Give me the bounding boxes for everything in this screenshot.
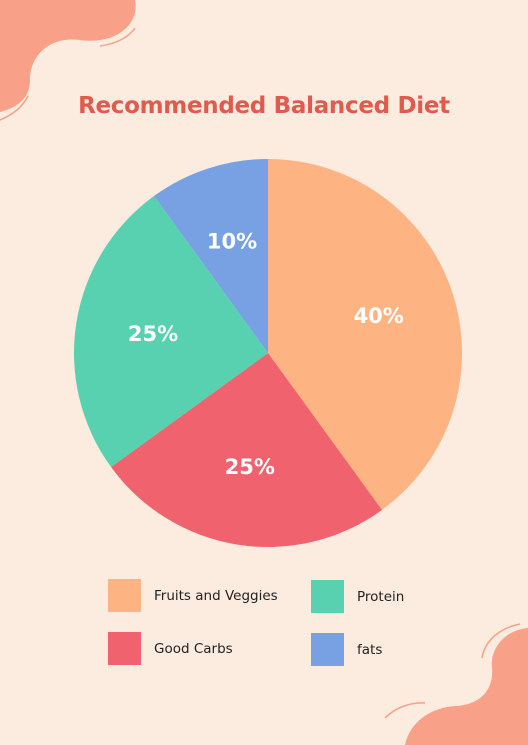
legend-swatch-0 [108,579,141,612]
slice-percent-label-0: 40% [354,304,404,328]
legend-label-0: Fruits and Veggies [154,588,278,604]
pie-slice-3 [153,159,268,353]
legend-label-3: fats [357,642,383,658]
bottom-right-swoosh [481,623,521,659]
slice-percent-label-2: 25% [128,322,178,346]
legend-swatch-2 [108,632,141,665]
legend-label-2: Good Carbs [154,641,233,657]
top-left-swoosh [99,27,136,47]
legend-swatch-3 [311,633,344,666]
legend-swatch-1 [311,580,344,613]
bottom-right-swoosh-2 [384,702,426,719]
bottom-right-blob [405,628,528,745]
legend-label-1: Protein [357,589,405,605]
pie-slice-1 [111,353,383,547]
slice-percent-label-3: 10% [207,229,257,253]
top-left-blob [0,0,136,112]
top-left-swoosh-2 [0,95,29,121]
chart-title: Recommended Balanced Diet [78,93,450,119]
slice-percent-label-1: 25% [225,455,275,479]
pie-slice-0 [268,159,462,510]
pie-slice-2 [74,196,269,468]
